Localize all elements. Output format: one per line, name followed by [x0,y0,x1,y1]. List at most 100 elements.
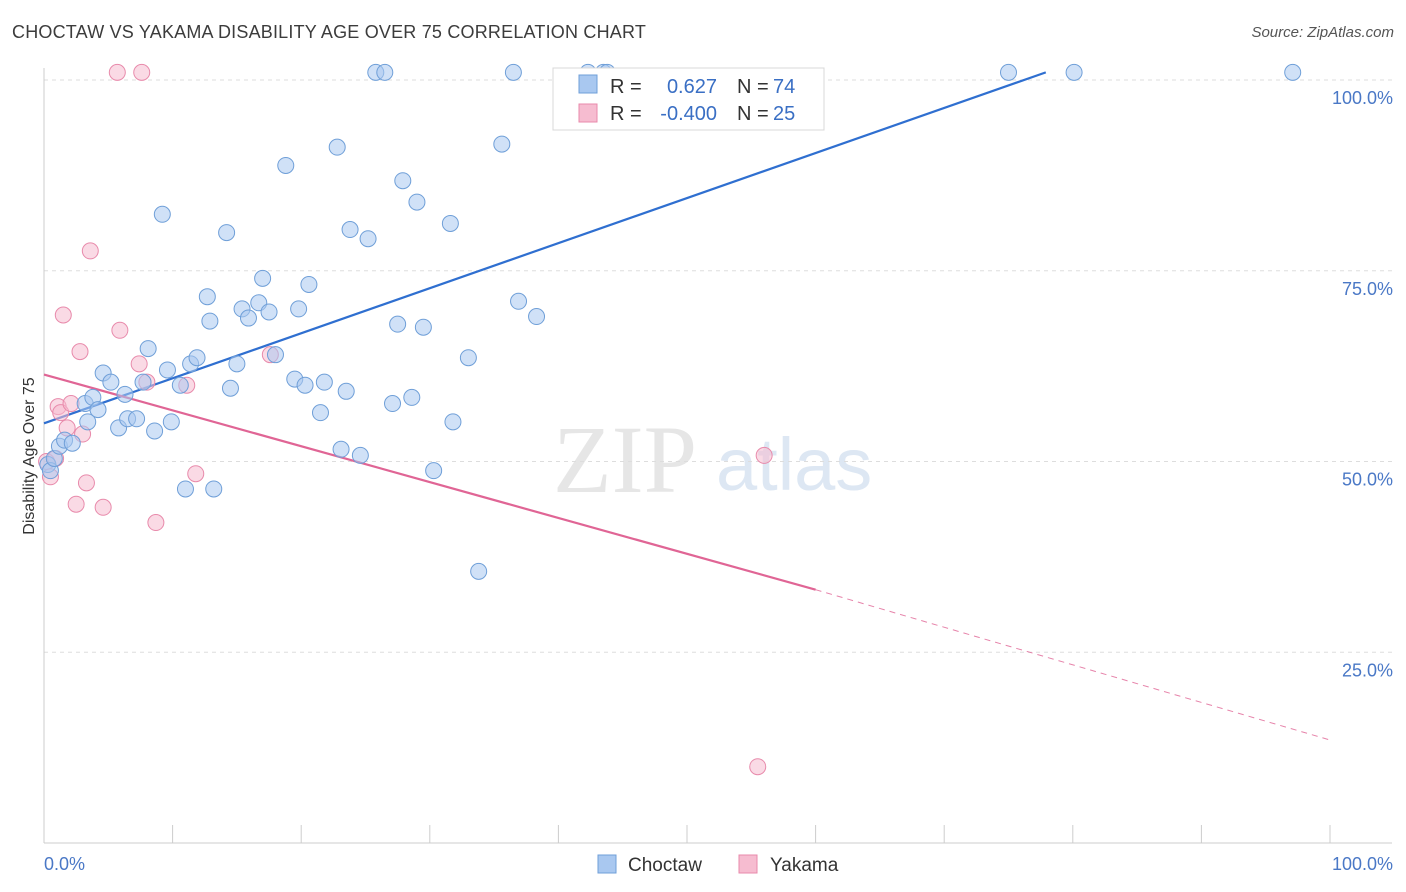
choctaw-point [376,63,394,81]
chart-title: CHOCTAW VS YAKAMA DISABILITY AGE OVER 75… [12,22,647,42]
choctaw-point [359,230,377,248]
legend-yakama-r-value: -0.400 [660,103,717,125]
choctaw-point [239,309,257,327]
x-tick-label-100: 100.0% [1332,854,1393,874]
choctaw-point [266,346,284,364]
yakama-trend-line-extension [815,589,1331,741]
grid-lines [44,79,1392,653]
choctaw-point [315,373,333,391]
choctaw-point [188,349,206,367]
choctaw-point [128,410,146,428]
choctaw-point [504,63,522,81]
choctaw-point [414,318,432,336]
legend-choctaw-n-label: N = [737,76,769,98]
choctaw-point [153,205,171,223]
choctaw-point [146,422,164,440]
yakama-point [62,395,80,413]
yakama-point [111,321,129,339]
choctaw-point [528,308,546,326]
bottom-legend-choctaw-swatch [597,854,617,874]
legend-yakama-n-value: 25 [773,103,795,125]
choctaw-point [290,300,308,318]
choctaw-point [425,462,443,480]
legend-choctaw-r-label: R = [610,76,642,98]
yakama-point [81,242,99,260]
watermark-zip: ZIP [553,406,697,513]
choctaw-point [328,138,346,156]
choctaw-point [296,376,314,394]
yakama-point [108,63,126,81]
yakama-trend-line [43,373,816,591]
choctaw-point [158,361,176,379]
choctaw-points [39,63,1302,580]
legend-choctaw-swatch [578,74,598,94]
bottom-legend-yakama-label: Yakama [770,855,839,876]
choctaw-point [198,288,216,306]
choctaw-point [444,413,462,431]
choctaw-point [116,385,134,403]
legend-box: R = 0.627 N = 74 R = -0.400 N = 25 [552,67,825,131]
yakama-point [71,343,89,361]
choctaw-point [459,349,477,367]
choctaw-point [403,388,421,406]
y-axis-title: Disability Age Over 75 [21,377,38,535]
choctaw-point [260,303,278,321]
yakama-point [77,474,95,492]
yakama-point [130,355,148,373]
choctaw-point [228,355,246,373]
y-tick-label-50: 50.0% [1342,470,1393,490]
bottom-legend-yakama-swatch [738,854,758,874]
choctaw-point [351,446,369,464]
yakama-point [147,514,165,532]
choctaw-point [63,434,81,452]
choctaw-point [134,373,152,391]
choctaw-point [311,404,329,422]
choctaw-point [1000,63,1017,81]
choctaw-point [408,193,426,211]
legend-yakama-n-label: N = [737,103,769,125]
yakama-point [755,446,773,464]
yakama-point [187,465,205,483]
choctaw-point [1284,63,1302,81]
yakama-point [133,63,151,81]
bottom-legend-choctaw-label: Choctaw [628,855,702,876]
choctaw-point [277,156,295,174]
yakama-point [749,758,767,776]
source-credit: Source: ZipAtlas.com [1251,24,1394,41]
y-tick-label-25: 25.0% [1342,660,1393,680]
choctaw-point [102,373,120,391]
yakama-point [67,495,85,513]
choctaw-point [441,214,459,232]
x-tick-label-0: 0.0% [44,854,85,874]
choctaw-trend-line [43,71,1047,425]
choctaw-point [176,480,194,498]
legend-yakama-r-label: R = [610,103,642,125]
choctaw-point [79,413,97,431]
choctaw-point [341,221,359,239]
choctaw-point [201,312,219,330]
choctaw-point [162,413,180,431]
choctaw-point [221,379,239,397]
choctaw-point [139,340,157,358]
choctaw-point [337,382,355,400]
choctaw-point [394,172,412,190]
legend-choctaw-n-value: 74 [773,76,795,98]
choctaw-point [332,440,350,458]
legend-choctaw-r-value: 0.627 [667,76,717,98]
choctaw-point [510,292,528,310]
y-tick-label-100: 100.0% [1332,88,1393,108]
choctaw-point [493,135,511,153]
fit-lines [43,71,1331,741]
choctaw-point [300,275,318,293]
choctaw-point [218,224,236,242]
choctaw-point [389,315,407,333]
choctaw-point [171,376,189,394]
choctaw-point [470,562,488,580]
yakama-point [54,306,72,324]
choctaw-point [254,269,272,287]
legend-yakama-swatch [578,103,598,123]
yakama-point [94,498,112,516]
choctaw-point [384,395,402,413]
watermark-atlas: atlas [716,423,872,506]
